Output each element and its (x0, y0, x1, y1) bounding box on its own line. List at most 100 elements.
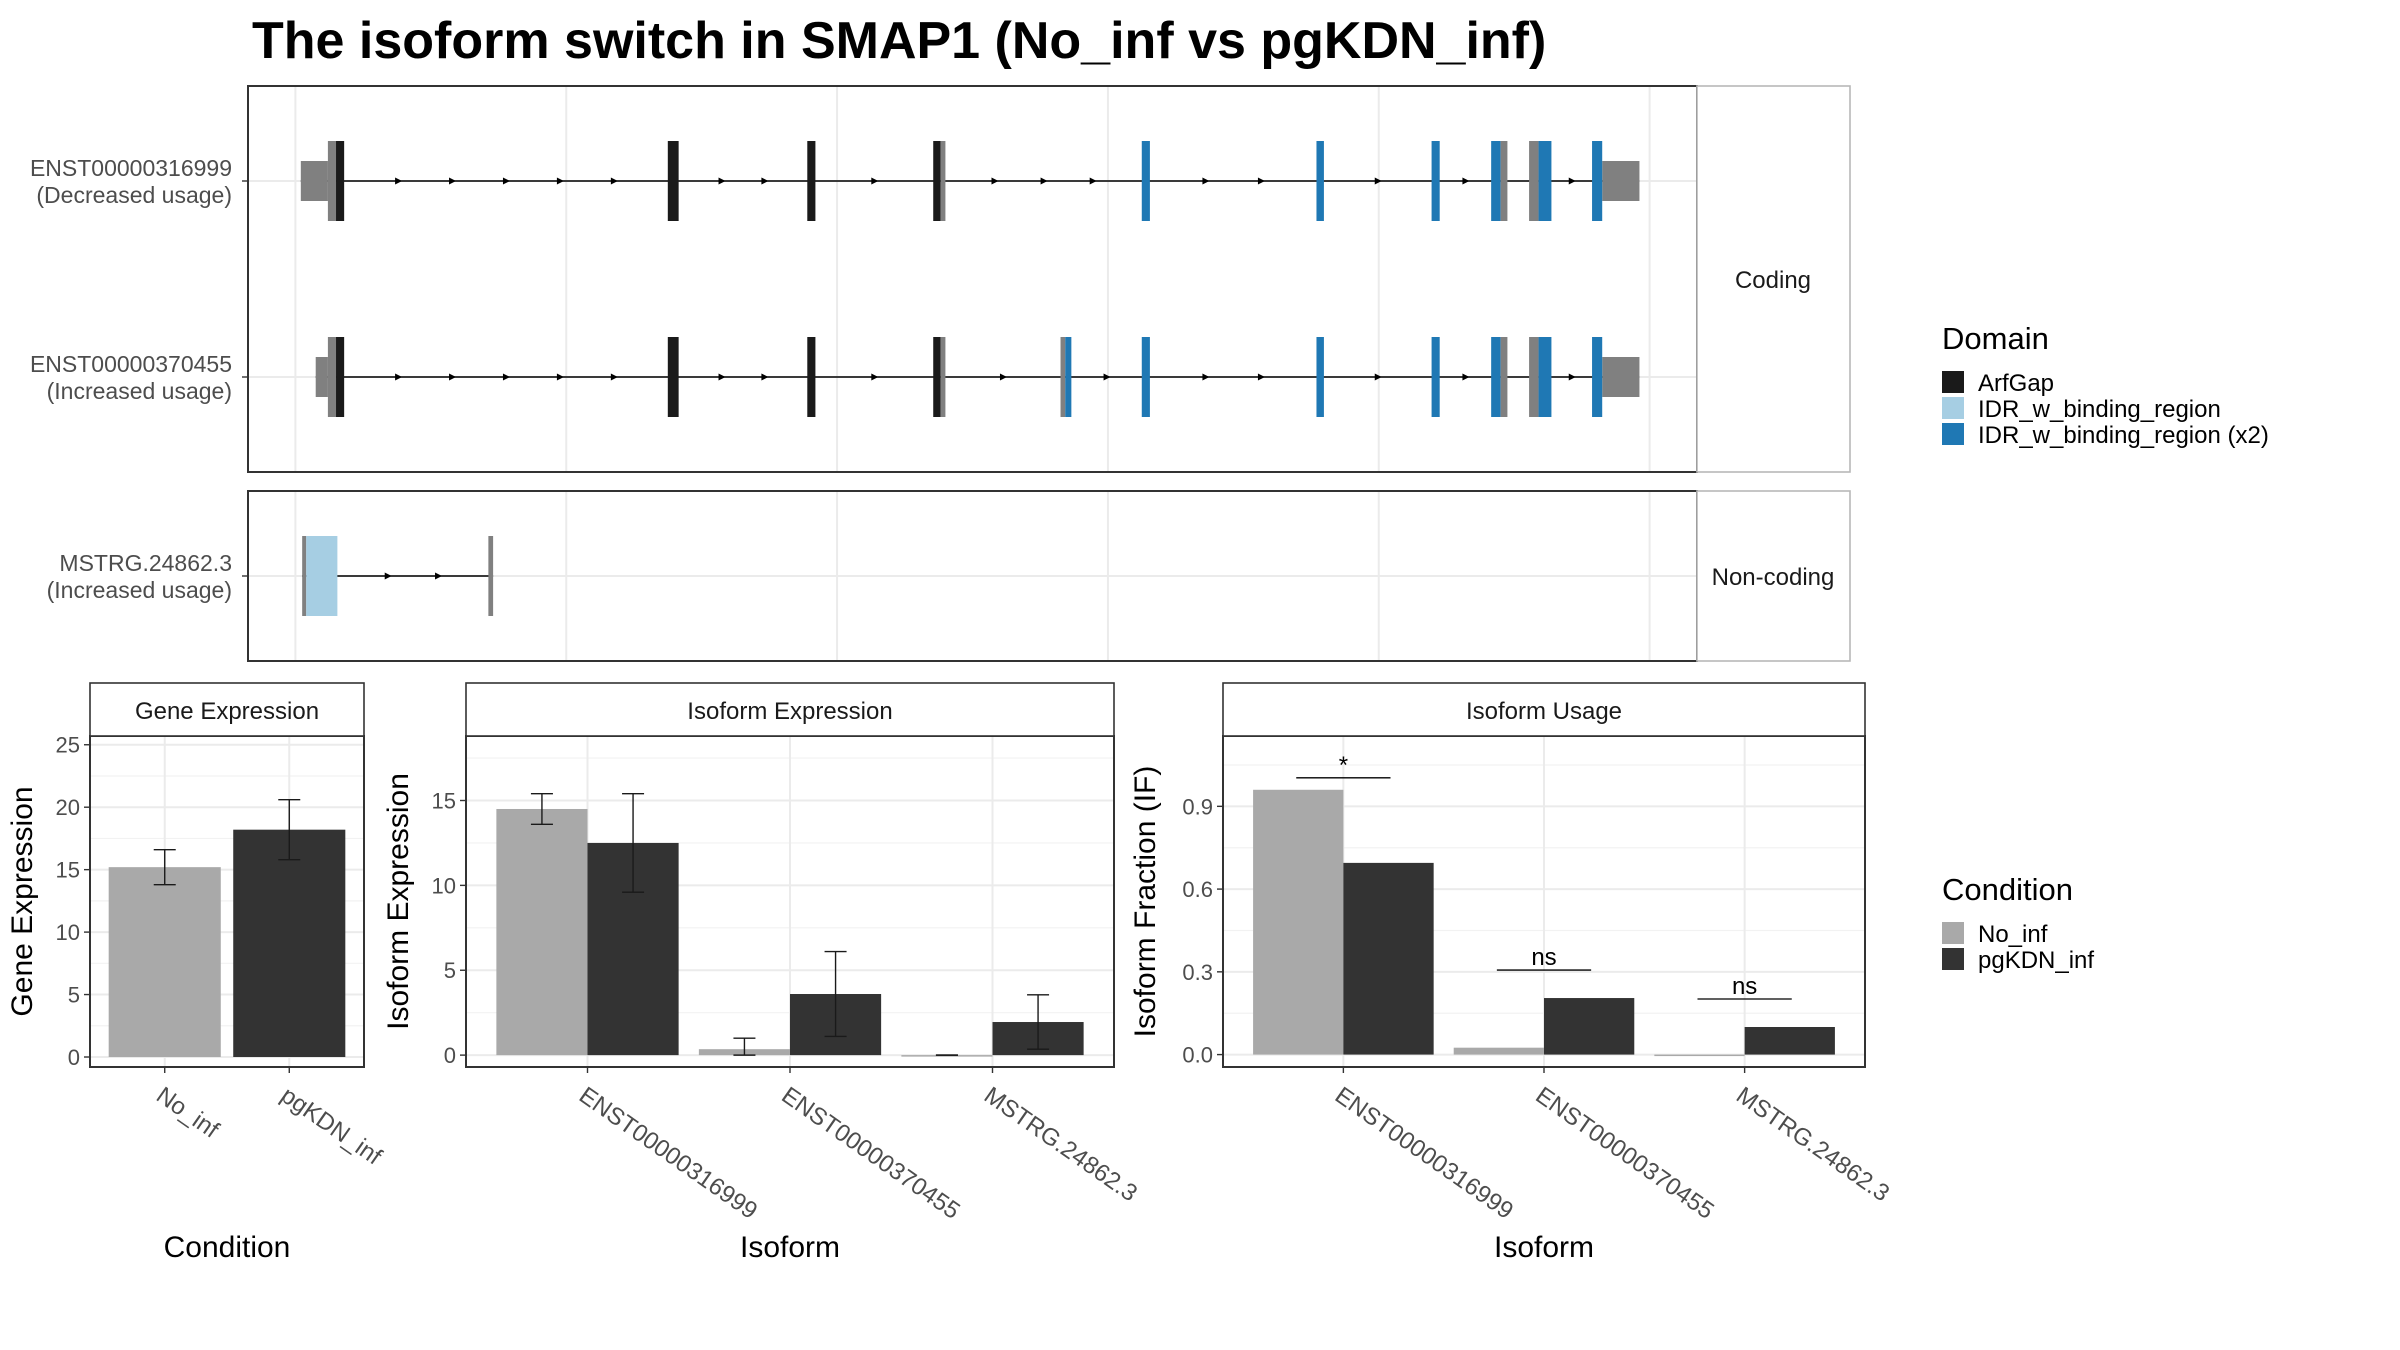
exon-domain (1141, 337, 1150, 417)
intron-arrow (502, 177, 510, 185)
exon-domain (933, 337, 941, 417)
y-tick-label: 15 (56, 858, 80, 883)
intron-arrow (999, 373, 1007, 381)
intron-arrow (1568, 373, 1576, 381)
panel-side-strip (1696, 490, 1851, 662)
intron-arrow (1462, 373, 1470, 381)
intron-arrow (1568, 177, 1576, 185)
exon-domain (1491, 337, 1501, 417)
exon-domain (336, 141, 345, 221)
y-tick-label: 0.0 (1182, 1043, 1213, 1068)
intron-arrow (556, 373, 564, 381)
x-tick-label: No_inf (151, 1082, 224, 1144)
exon-domain (667, 141, 679, 221)
intron-arrow (395, 373, 403, 381)
domain-legend: Domain ArfGapIDR_w_binding_regionIDR_w_bi… (1942, 321, 2269, 449)
exon-utr (1500, 337, 1508, 417)
intron-arrow (449, 177, 457, 185)
y-tick-label: 5 (68, 983, 80, 1008)
exon-domain (1491, 141, 1501, 221)
exon-domain (807, 141, 816, 221)
y-tick-label: 10 (56, 920, 80, 945)
facet-strip (1222, 682, 1866, 737)
x-axis-label: Isoform (740, 1231, 840, 1264)
exon-utr (302, 536, 307, 616)
transcript-usage-label: (Increased usage) (47, 378, 232, 404)
intron-arrow (435, 572, 443, 580)
transcript-usage-label: (Decreased usage) (36, 182, 232, 208)
exon-domain (1431, 337, 1440, 417)
exon-utr (1500, 141, 1508, 221)
legend-swatch (1942, 397, 1964, 419)
significance-label: ns (1531, 944, 1556, 971)
legend-item-label: No_inf (1978, 921, 2048, 948)
legend-swatch (1942, 371, 1964, 393)
intron-arrow (610, 373, 618, 381)
exon-domain (1065, 337, 1072, 417)
exon-domain (1592, 337, 1603, 417)
y-tick-label: 0 (68, 1045, 80, 1070)
y-axis-label: Gene Expression (6, 786, 39, 1016)
x-tick-label: pgKDN_inf (276, 1082, 387, 1171)
isoform-expression-chart: 0 5 10 15 Isoform Expression ENST00000316999 E… (382, 682, 1142, 1264)
panel-side-strip-label: Non-coding (1712, 564, 1835, 591)
intron-arrow (1089, 177, 1097, 185)
legend-swatch (1942, 948, 1964, 970)
bar (1654, 1054, 1745, 1057)
exon-utr (327, 337, 337, 417)
panel-side-strip-label: Coding (1735, 267, 1811, 294)
x-tick-label: ENST00000316999 (1330, 1082, 1518, 1225)
utr-5prime (300, 161, 328, 201)
intron-arrow (449, 373, 457, 381)
y-tick-label: 25 (56, 733, 80, 758)
intron-arrow (1257, 373, 1265, 381)
legend-title: Domain (1942, 321, 2049, 356)
exon-domain (306, 536, 338, 616)
y-axis-label: Isoform Fraction (IF) (1129, 766, 1162, 1038)
exon-domain (336, 337, 345, 417)
exon-utr (327, 141, 337, 221)
intron-arrow (1040, 177, 1048, 185)
intron-arrow (395, 177, 403, 185)
intron-arrow (610, 177, 618, 185)
intron-arrow (718, 177, 726, 185)
facet-strip (89, 682, 365, 737)
exon-domain (1316, 141, 1324, 221)
y-tick-label: 0.6 (1182, 877, 1213, 902)
x-tick-label: MSTRG.24862.3 (979, 1082, 1142, 1207)
bar (1253, 789, 1344, 1055)
intron-arrow (1103, 373, 1111, 381)
intron-arrow (502, 373, 510, 381)
bar (496, 808, 588, 1056)
exon-domain (1592, 141, 1603, 221)
exon-utr (1529, 337, 1539, 417)
legend-item-label: pgKDN_inf (1978, 947, 2094, 974)
legend-title: Condition (1942, 872, 2073, 907)
exon-domain (667, 337, 679, 417)
utr-3prime (1602, 357, 1640, 397)
y-tick-label: 5 (444, 958, 456, 983)
facet-strip-label: Isoform Usage (1466, 698, 1622, 725)
coding-structure-panel: ENST00000316999(Decreased usage) ENST0000… (30, 85, 1851, 473)
y-tick-label: 0.3 (1182, 960, 1213, 985)
exon-domain (807, 337, 816, 417)
noncoding-structure-panel: MSTRG.24862.3(Increased usage) Non-coding (47, 490, 1851, 662)
facet-strip (465, 682, 1115, 737)
intron-arrow (556, 177, 564, 185)
gene-expression-chart: 0 5 10 15 20 25 Gene Expression No_inf pgKDN_inf… (6, 682, 387, 1264)
exon-utr (940, 337, 946, 417)
bar (1453, 1047, 1544, 1055)
intron-arrow (1202, 373, 1210, 381)
exon-domain (1316, 337, 1324, 417)
exon-domain (1538, 337, 1552, 417)
facet-strip-label: Gene Expression (135, 698, 319, 725)
facet-strip-label: Isoform Expression (687, 698, 892, 725)
exon-domain (1431, 141, 1440, 221)
legend-item-label: ArfGap (1978, 370, 2054, 397)
significance-label: * (1339, 752, 1348, 779)
intron-arrow (1257, 177, 1265, 185)
intron-arrow (1374, 177, 1382, 185)
intron-arrow (1462, 177, 1470, 185)
